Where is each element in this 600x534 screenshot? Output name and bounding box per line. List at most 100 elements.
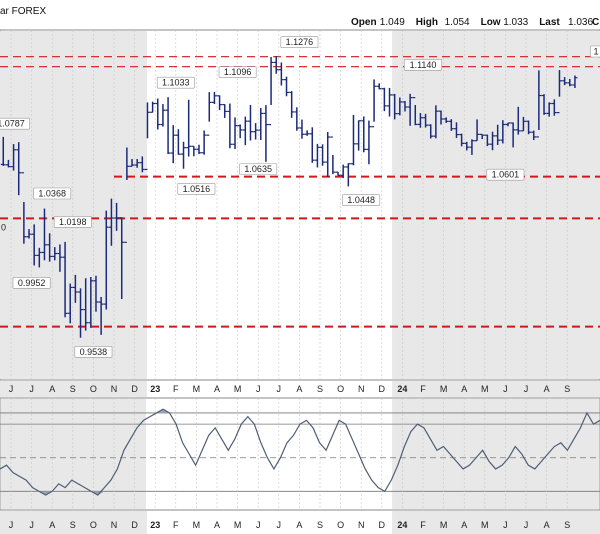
price-label: 1.0448	[342, 194, 381, 206]
price-bar	[392, 93, 398, 120]
price-label-text: 1.1276	[286, 37, 314, 47]
price-bar	[556, 70, 562, 114]
price-label: 0.9538	[74, 346, 113, 358]
price-bar	[247, 104, 253, 141]
ohlc-label: Last	[539, 17, 560, 28]
price-bar	[16, 142, 22, 196]
price-bar	[83, 278, 89, 331]
indicator-shade	[1, 399, 146, 509]
price-bar	[232, 117, 238, 150]
x-tick-label: M	[481, 384, 489, 394]
price-label: 1.0198	[53, 216, 92, 228]
price-bar	[191, 145, 197, 157]
x-tick-label: O	[337, 384, 344, 394]
price-bar	[495, 124, 501, 145]
axis-shade	[0, 511, 147, 534]
x-tick-label: J	[503, 384, 508, 394]
axis-shade	[392, 511, 600, 534]
price-bar	[376, 83, 382, 90]
ohlc-readout: Open 1.049 High 1.054 Low 1.033 Last 1.036	[351, 17, 593, 28]
price-bar	[433, 105, 439, 139]
price-label-text: 1.0448	[347, 195, 375, 205]
price-bars	[0, 56, 578, 338]
price-label-box	[156, 76, 195, 89]
x-tick-label: N	[111, 384, 118, 394]
x-tick-label: F	[173, 384, 179, 394]
price-bar	[31, 224, 37, 266]
price-bar	[428, 124, 434, 139]
price-label-box	[12, 277, 51, 289]
price-bar	[459, 133, 465, 147]
indicator-panel-shading	[1, 399, 599, 509]
price-bar	[361, 116, 367, 153]
x-tick-label: D	[379, 520, 386, 530]
price-bar	[541, 94, 547, 115]
price-label-text: 1.0198	[59, 217, 87, 227]
ohlc-value: 1.033	[503, 17, 528, 28]
x-tick-label: 24	[397, 520, 407, 530]
price-label-text: 1.1140	[410, 60, 437, 70]
x-tick-label: N	[358, 520, 365, 530]
price-bar	[258, 107, 264, 140]
price-label: 1.1033	[156, 76, 195, 89]
price-bar	[289, 91, 295, 118]
price-bar	[438, 110, 444, 125]
price-bar	[520, 116, 526, 132]
x-tick-label: J	[277, 384, 282, 394]
ohlc-value: 1.036	[568, 17, 593, 28]
axis-shade	[392, 381, 600, 397]
price-bar	[350, 114, 356, 166]
price-bar	[546, 102, 552, 117]
price-bar	[52, 247, 58, 261]
x-tick-label: A	[296, 520, 302, 530]
price-bar	[299, 119, 305, 139]
price-bar	[263, 105, 269, 162]
x-tick-label: J	[277, 520, 282, 530]
price-label: 1.1140	[404, 59, 442, 71]
price-label-text: 1.0601	[492, 170, 520, 180]
price-bar	[572, 75, 578, 89]
price-bar	[294, 107, 300, 131]
x-tick-label: M	[193, 520, 201, 530]
x-tick-label: A	[461, 520, 467, 530]
price-label-text: 1.0516	[183, 184, 211, 194]
price-label-box	[33, 187, 72, 200]
price-bar	[201, 130, 207, 155]
price-bar	[57, 244, 63, 272]
price-bar	[469, 139, 475, 155]
x-tick-label: 24	[397, 384, 407, 394]
price-bar	[134, 159, 140, 168]
price-bar	[314, 143, 320, 168]
price-bar	[526, 120, 532, 135]
price-bar	[515, 106, 521, 135]
price-bar	[0, 136, 6, 166]
price-bar	[144, 102, 150, 171]
price-bar	[206, 92, 212, 136]
shade-band	[392, 31, 600, 379]
x-tick-label: S	[70, 384, 76, 394]
x-tick-label: S	[317, 520, 323, 530]
price-bar	[443, 117, 449, 123]
x-tick-label: J	[9, 384, 14, 394]
x-tick-label: M	[234, 384, 242, 394]
price-bar	[114, 202, 120, 231]
indicator-panel	[0, 397, 600, 511]
price-bar	[227, 103, 233, 149]
price-label-text: 0.9952	[18, 278, 46, 288]
price-bar	[139, 156, 145, 173]
x-tick-label: S	[70, 520, 76, 530]
price-bar	[98, 296, 104, 335]
x-tick-label: J	[524, 520, 529, 530]
price-label-box	[280, 36, 319, 48]
indicator-polyline	[0, 408, 600, 496]
price-bar	[5, 159, 11, 168]
price-bar	[402, 101, 408, 112]
x-tick-label: D	[131, 384, 138, 394]
price-bar	[412, 97, 418, 126]
x-axis-top: J J A S O N D 23 F M A M J J A S O N D 24 F M A M J J A S	[0, 381, 600, 397]
x-tick-label: S	[564, 384, 570, 394]
price-label: 1.0601	[486, 168, 525, 181]
price-label-box	[74, 346, 113, 358]
price-bar	[567, 78, 573, 87]
